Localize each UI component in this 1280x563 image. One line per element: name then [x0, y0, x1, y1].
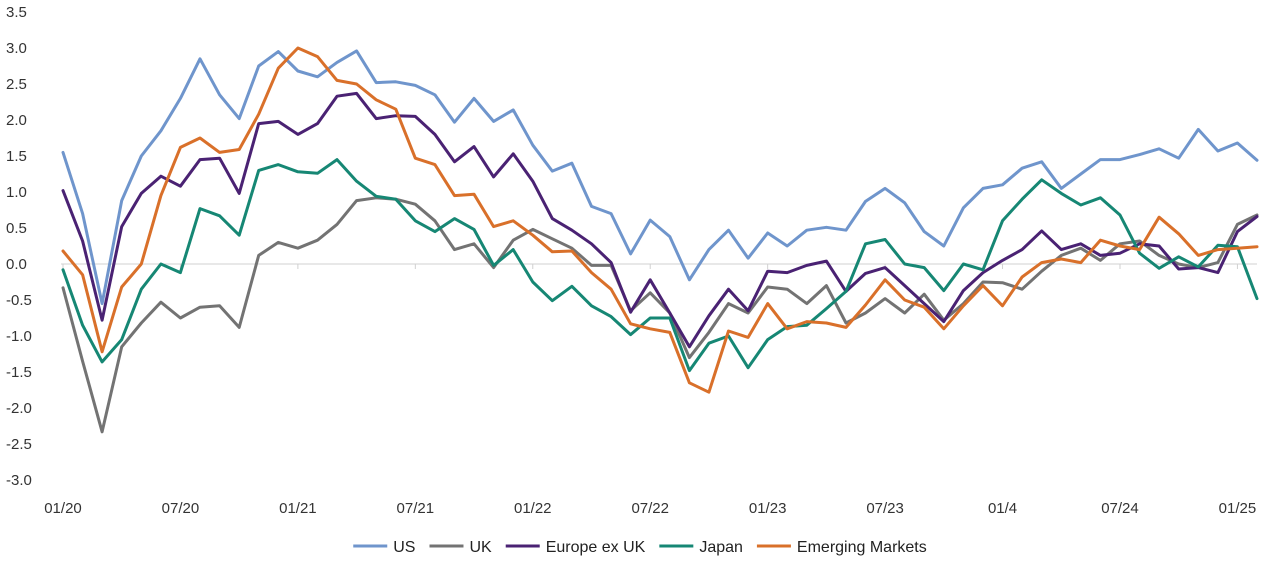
x-tick-label: 07/23: [866, 500, 904, 517]
series-line-us: [61, 49, 1259, 306]
x-tick-label: 01/25: [1219, 500, 1257, 517]
legend-item-uk: UK: [429, 539, 492, 556]
legend-label: UK: [469, 539, 492, 556]
x-tick-label: 01/21: [279, 500, 317, 517]
y-tick-label: -0.5: [6, 292, 32, 309]
y-tick-label: 2.0: [6, 112, 27, 129]
legend-item-us: US: [353, 539, 415, 556]
x-tick-label: 01/20: [44, 500, 82, 517]
x-axis: [61, 263, 1257, 269]
legend-label: Emerging Markets: [797, 539, 927, 556]
y-tick-label: 2.5: [6, 76, 27, 93]
series-line-europe-ex-uk: [61, 91, 1259, 349]
legend-item-japan: Japan: [659, 539, 743, 556]
y-tick-label: -2.0: [6, 400, 32, 417]
legend-label: Europe ex UK: [546, 539, 646, 556]
x-tick-label: 01/4: [988, 500, 1017, 517]
y-tick-label: 3.0: [6, 40, 27, 57]
y-axis-labels: 3.5 3.0 2.5 2.0 1.5 1.0 0.5 0.0 -0.5 -1.0 -1.5 -2.0…: [6, 4, 32, 489]
x-tick-label: 01/23: [749, 500, 787, 517]
y-tick-label: -1.5: [6, 364, 32, 381]
x-axis-labels: 01/20 07/20 01/21 07/21 01/22 07/22 01/23 07/23…: [44, 500, 1256, 517]
y-tick-label: 3.5: [6, 4, 27, 21]
y-tick-label: 0.5: [6, 220, 27, 237]
y-tick-label: 0.0: [6, 256, 27, 273]
legend-item-emerging-markets: Emerging Markets: [756, 539, 927, 556]
y-tick-label: -3.0: [6, 472, 32, 489]
x-tick-label: 07/24: [1101, 500, 1139, 517]
series-line-uk: [61, 196, 1259, 434]
x-tick-label: 07/21: [397, 500, 435, 517]
legend-item-europe-ex-uk: Europe ex UK: [505, 539, 646, 556]
x-tick-label: 07/22: [631, 500, 669, 517]
x-tick-label: 07/20: [162, 500, 200, 517]
y-tick-label: -1.0: [6, 328, 32, 345]
y-tick-label: -2.5: [6, 436, 32, 453]
series-line-emerging-markets: [61, 46, 1259, 394]
legend-label: US: [393, 539, 415, 556]
legend-label: Japan: [699, 539, 743, 556]
x-tick-label: 01/22: [514, 500, 552, 517]
y-tick-label: 1.5: [6, 148, 27, 165]
series-lines: [61, 46, 1259, 434]
legend: US UK Europe ex UK Japan Emerging Markets: [353, 539, 927, 556]
y-tick-label: 1.0: [6, 184, 27, 201]
series-line-japan: [61, 158, 1259, 373]
